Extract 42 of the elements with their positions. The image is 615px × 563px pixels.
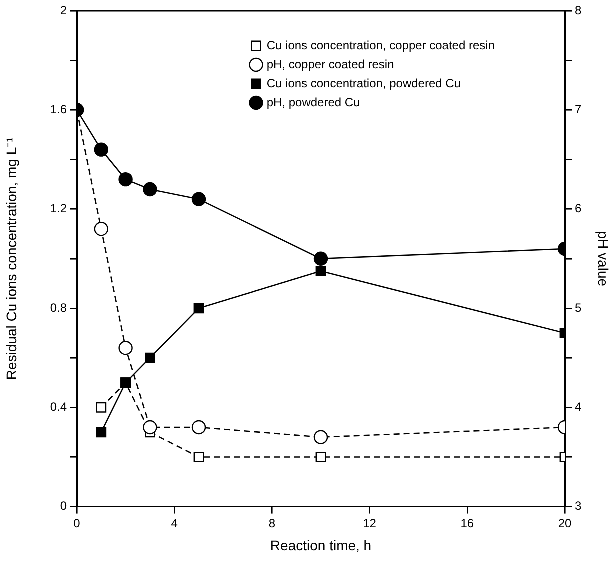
y-tick-label: 0	[60, 499, 68, 514]
point	[194, 452, 204, 462]
point	[314, 252, 328, 266]
y2-tick-label: 4	[575, 400, 582, 414]
point	[194, 303, 204, 314]
x-tick-label: 16	[460, 516, 474, 530]
point	[192, 420, 206, 435]
point	[316, 266, 326, 276]
y2-axis-title: pH value	[596, 231, 612, 287]
y-axis-title: Residual Cu ions concentration, mg L⁻¹	[3, 137, 20, 380]
point	[145, 352, 156, 364]
y2-tick-label: 3	[575, 499, 582, 514]
point	[314, 430, 328, 444]
point	[118, 341, 133, 356]
y-tick-label: 2	[60, 3, 68, 18]
y2-tick-label: 8	[575, 3, 582, 18]
y-tick-label: 0.8	[50, 300, 68, 315]
point	[143, 182, 158, 197]
x-axis-title: Reaction time, h	[270, 537, 372, 554]
legend-label: pH, copper coated resin	[266, 57, 394, 72]
y2-tick-label: 5	[575, 300, 582, 315]
y-tick-label: 1.6	[50, 102, 68, 116]
legend-label: Cu ions concentration, copper coated resin	[266, 38, 496, 52]
x-tick-label: 0	[74, 516, 81, 530]
x-tick-label: 4	[171, 516, 178, 530]
y-tick-label: 0.4	[50, 400, 68, 414]
x-tick-label: 12	[363, 516, 377, 530]
point	[94, 142, 108, 157]
point	[96, 427, 107, 438]
point	[316, 452, 326, 462]
legend-label: pH, powdered Cu	[266, 95, 360, 110]
legend-label: Cu ions concentration, powdered Cu	[266, 76, 461, 90]
point	[143, 420, 158, 435]
point	[192, 192, 206, 207]
y2-tick-label: 7	[575, 102, 582, 116]
x-tick-label: 20	[558, 516, 572, 530]
x-tick-label: 8	[268, 516, 276, 530]
point	[94, 222, 108, 236]
point	[96, 402, 107, 413]
point	[118, 172, 133, 187]
y2-tick-label: 6	[575, 202, 582, 216]
y-tick-label: 1.2	[50, 202, 68, 216]
